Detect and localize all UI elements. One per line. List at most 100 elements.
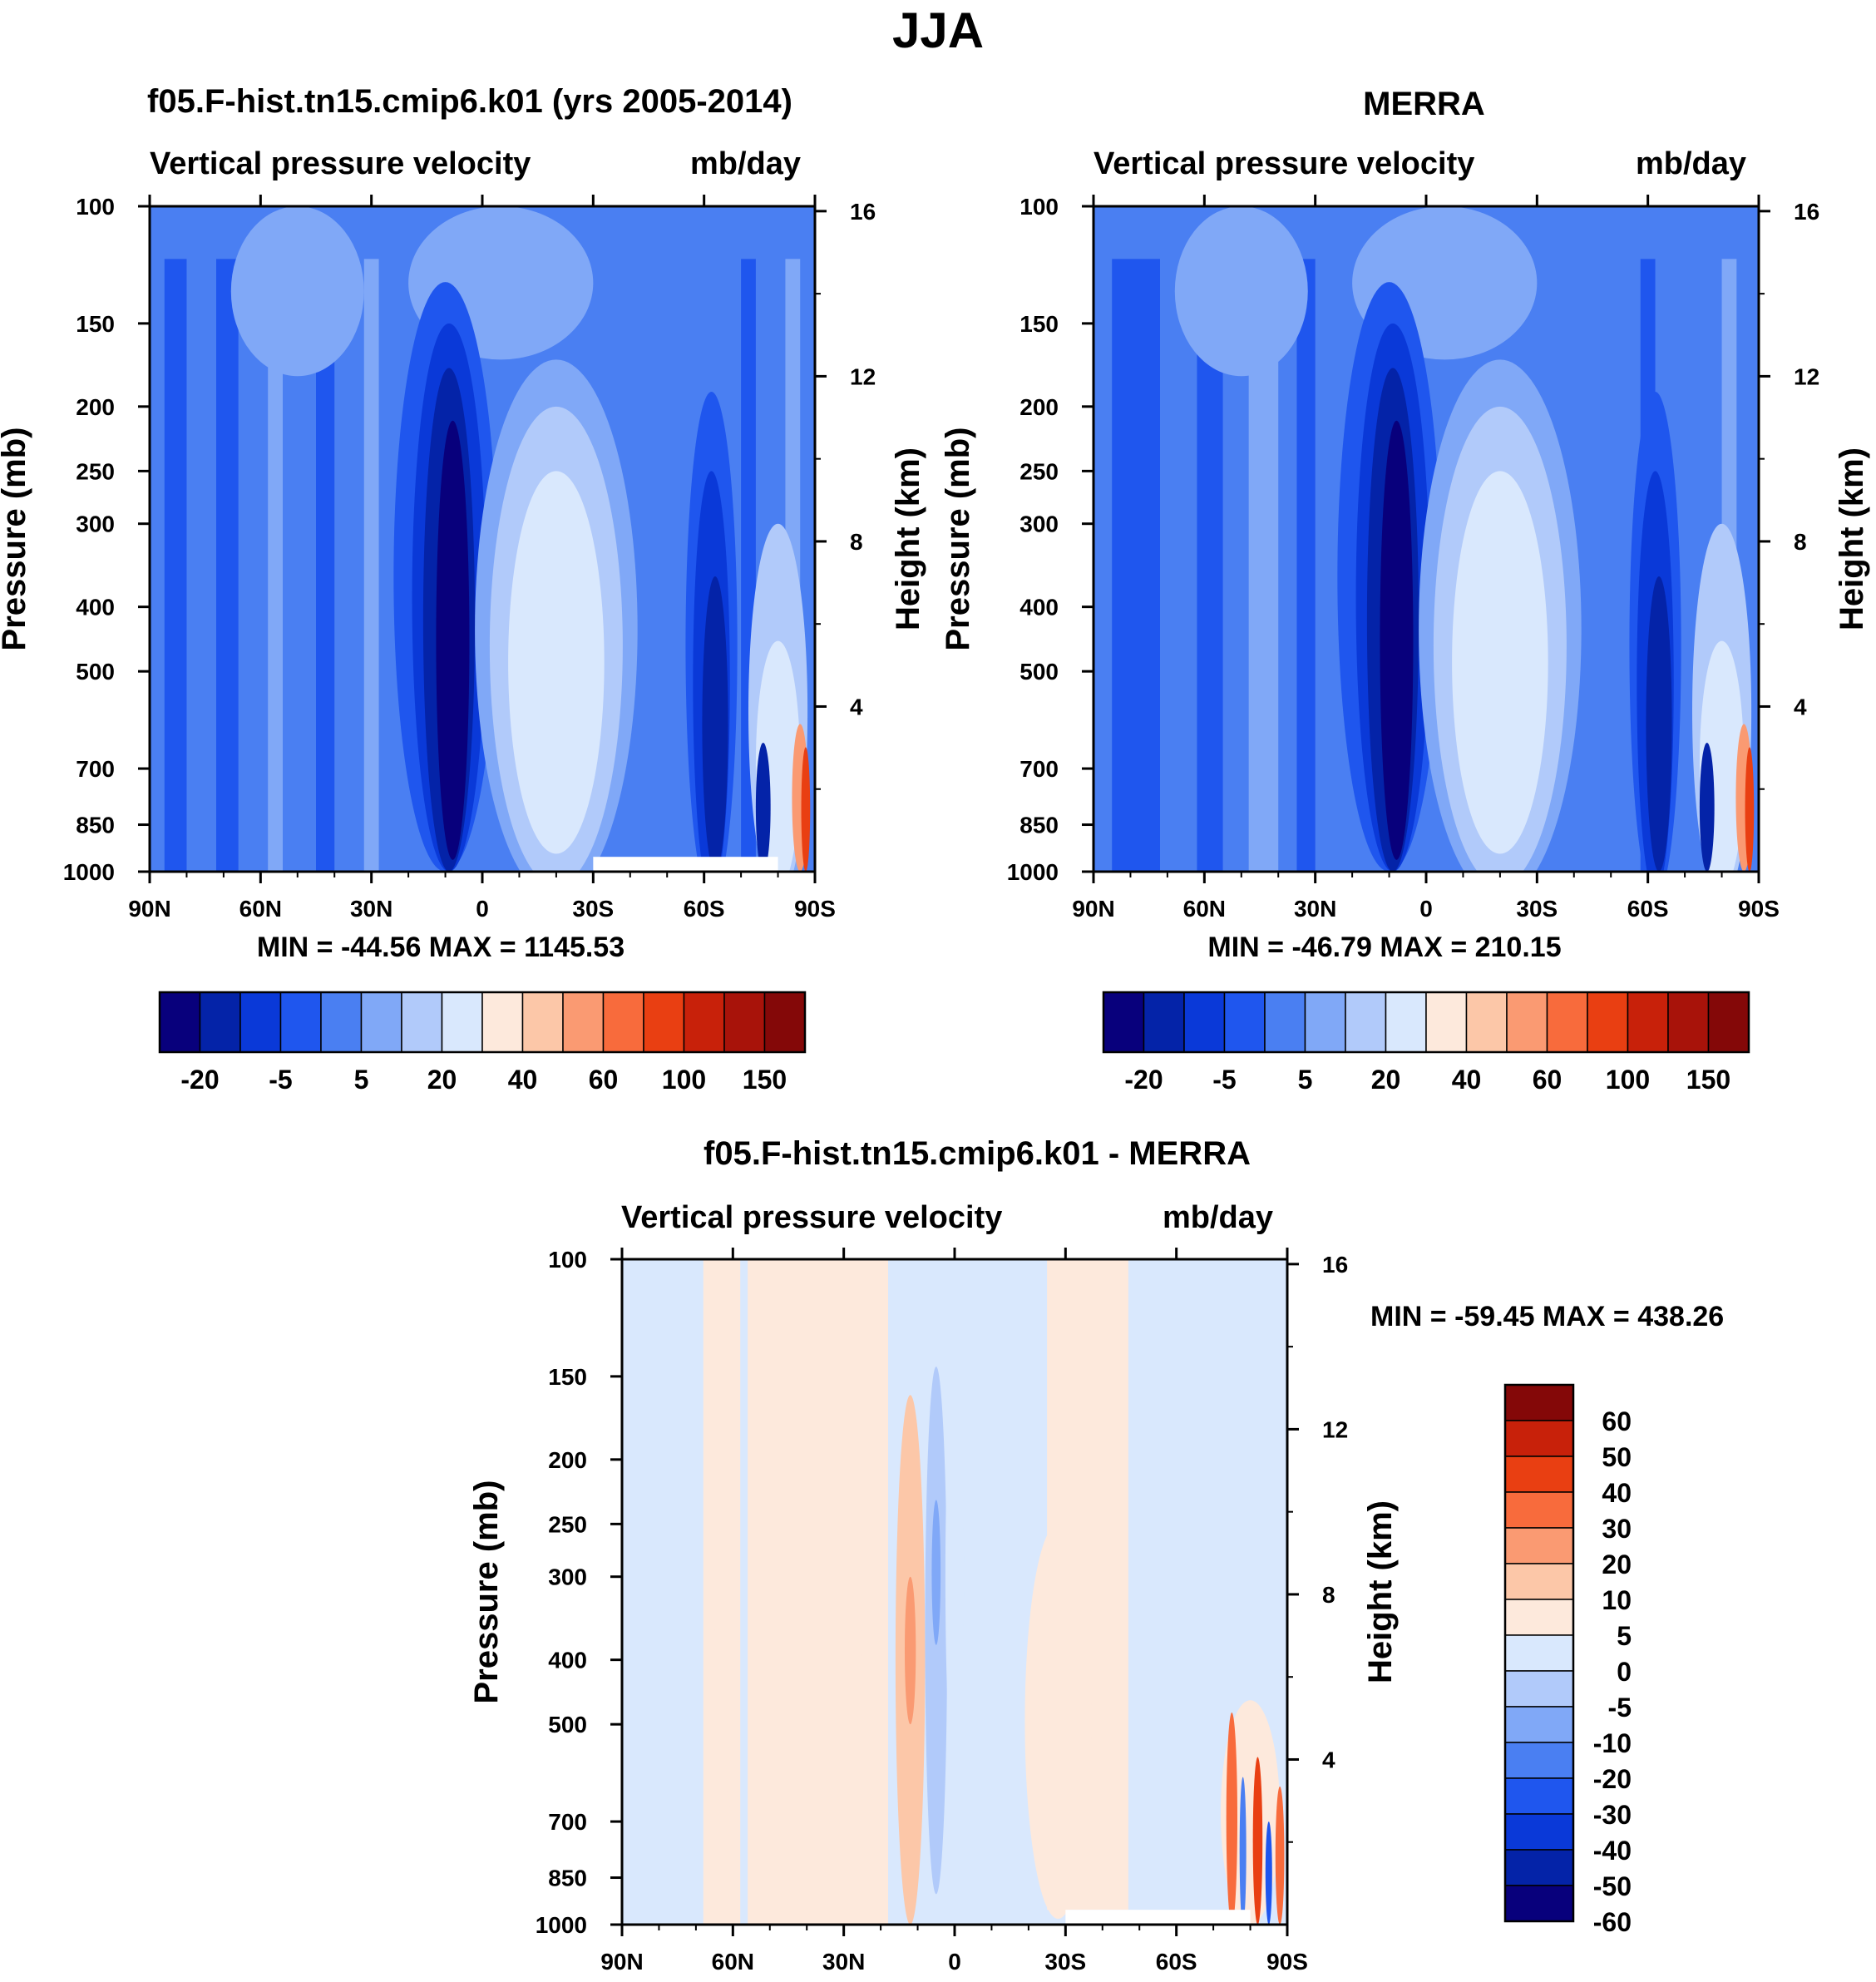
colorbar-frame	[1503, 1383, 1575, 1923]
colorbar-label: 20	[1371, 1065, 1401, 1095]
left-string-obs: Vertical pressure velocity	[1094, 146, 1475, 181]
y-tick-label: 150	[76, 311, 115, 337]
colorbar-label: 150	[1686, 1065, 1730, 1095]
colorbar-cell	[1304, 991, 1346, 1053]
y-tick-label: 300	[548, 1564, 587, 1590]
colorbar-cell	[1103, 991, 1145, 1053]
colorbar-model: -20 -5 5 20 40 60 100 150	[158, 991, 807, 1095]
field-patch	[230, 206, 364, 377]
field-stripe	[363, 259, 379, 872]
colorbar-cell	[1667, 991, 1710, 1053]
colorbar-frame	[1102, 991, 1750, 1054]
positive-region	[1024, 1524, 1092, 1919]
colorbar-cell	[723, 991, 766, 1053]
colorbar-label: 20	[1602, 1550, 1632, 1579]
y-tick-label: 100	[548, 1247, 587, 1273]
y-tick-label: 1000	[536, 1912, 587, 1938]
positive-core-inner	[905, 1576, 916, 1725]
colorbar-cell	[643, 991, 685, 1053]
y-tick-label: 500	[76, 659, 115, 685]
colorbar-cell	[401, 991, 443, 1053]
right-string-diff: mb/day	[1163, 1200, 1274, 1235]
y-tick-label: 100	[1019, 194, 1059, 220]
y-tick-label: 400	[1019, 595, 1059, 620]
colorbar-label: -50	[1593, 1871, 1632, 1901]
y-tick-label: 200	[76, 394, 115, 420]
y-tick-label: 200	[1019, 394, 1059, 420]
contour-field-2	[622, 1259, 1287, 1925]
colorbar-frame	[158, 991, 807, 1054]
x-tick-label: 30S	[1516, 896, 1558, 922]
height-tick-label: 4	[850, 694, 863, 719]
missing-data	[1065, 1910, 1251, 1925]
panel-title-obs: MERRA	[1363, 86, 1485, 122]
field-stripe	[316, 259, 335, 872]
polar-red-core	[1745, 747, 1755, 872]
colorbar-label: 100	[1606, 1065, 1650, 1095]
colorbar-cell	[1504, 1634, 1574, 1672]
x-tick-label: 60S	[1156, 1949, 1197, 1975]
colorbar-cell	[1506, 991, 1548, 1053]
colorbar-cell	[1546, 991, 1588, 1053]
y-tick-label: 700	[76, 756, 115, 782]
colorbar-label: 50	[1602, 1442, 1632, 1472]
y-tick-label: 300	[76, 512, 115, 537]
right-string-model: mb/day	[690, 146, 802, 181]
stats-obs: MIN = -46.79 MAX = 210.15	[1207, 932, 1562, 963]
colorbar-label: 0	[1617, 1657, 1632, 1687]
missing-data	[593, 857, 778, 872]
colorbar-cell	[1504, 1813, 1574, 1851]
colorbar-cell	[1504, 1599, 1574, 1636]
colorbar-cell	[1465, 991, 1508, 1053]
colorbar-label: 40	[1452, 1065, 1482, 1095]
colorbar-label: -30	[1593, 1800, 1632, 1830]
y-tick-label: 400	[548, 1648, 587, 1673]
x-tick-label: 90S	[1266, 1949, 1308, 1975]
field-patch	[1174, 206, 1308, 377]
polar-red	[1275, 1786, 1285, 1925]
height-tick-label: 12	[1794, 363, 1819, 389]
colorbar-label: -5	[1212, 1065, 1236, 1095]
y-tick-label: 1000	[63, 859, 115, 885]
colorbar-cell	[602, 991, 644, 1053]
colorbar-label: 10	[1602, 1585, 1632, 1615]
colorbar-cell	[1143, 991, 1185, 1053]
colorbar-label: 150	[743, 1065, 787, 1095]
panel-title-diff: f05.F-hist.tn15.cmip6.k01 - MERRA	[704, 1135, 1251, 1172]
y-tick-label: 500	[548, 1712, 587, 1737]
colorbar-label: -60	[1593, 1907, 1632, 1937]
y-axis-label: Pressure (mb)	[940, 428, 976, 651]
x-tick-label: 90N	[128, 896, 170, 922]
colorbar-cell	[1385, 991, 1427, 1053]
field-stripe	[216, 259, 239, 872]
polar-red	[1226, 1713, 1237, 1925]
itcz-core	[436, 420, 470, 860]
colorbar-cell	[1504, 1706, 1574, 1743]
colorbar-cell	[1264, 991, 1306, 1053]
y-axis-label: Pressure (mb)	[0, 428, 32, 651]
colorbar-cell	[481, 991, 524, 1053]
colorbar-label: 60	[1602, 1406, 1632, 1436]
colorbar-label: 40	[508, 1065, 538, 1095]
x-tick-label: 0	[1419, 896, 1433, 922]
y-tick-label: 150	[548, 1364, 587, 1390]
colorbar-cell	[320, 991, 363, 1053]
colorbar-label: 30	[1602, 1514, 1632, 1544]
x-tick-label: 60N	[712, 1949, 754, 1975]
y-tick-label: 250	[548, 1511, 587, 1537]
stats-diff: MIN = -59.45 MAX = 438.26	[1370, 1301, 1725, 1332]
y-tick-label: 850	[548, 1866, 587, 1891]
colorbar-cell	[199, 991, 241, 1053]
colorbar-cell	[1504, 1420, 1574, 1457]
colorbar-cell	[1504, 1491, 1574, 1529]
right-string-obs: mb/day	[1636, 146, 1747, 181]
polar-blue	[1239, 1777, 1247, 1925]
colorbar-cell	[1504, 1670, 1574, 1708]
x-tick-label: 60N	[239, 896, 282, 922]
colorbar-cell	[1504, 1849, 1574, 1886]
x-tick-label: 60S	[684, 896, 725, 922]
x-tick-label: 0	[476, 896, 489, 922]
field-stripe	[1112, 259, 1160, 872]
height-tick-label: 4	[1322, 1747, 1335, 1772]
